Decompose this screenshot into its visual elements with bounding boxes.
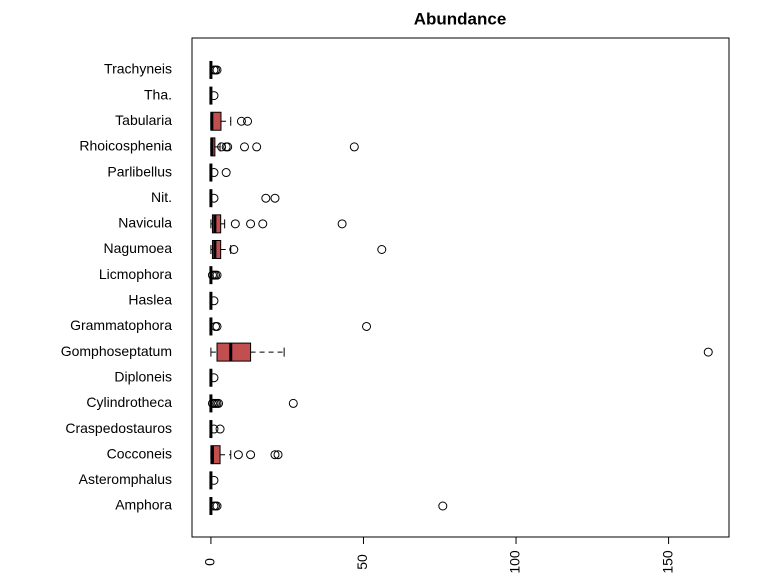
y-tick-label: Nit. (151, 189, 172, 205)
y-tick-label: Licmophora (99, 266, 172, 282)
outlier (246, 219, 256, 229)
outlier (258, 219, 268, 229)
outlier (246, 450, 256, 460)
outlier (209, 91, 219, 101)
x-tick-label: 100 (507, 550, 523, 574)
outlier (212, 321, 222, 331)
outlier (209, 296, 219, 306)
y-tick-label: Rhoicosphenia (79, 138, 172, 154)
outlier (209, 475, 219, 485)
box (211, 214, 222, 234)
outlier (221, 168, 231, 178)
outlier (273, 450, 283, 460)
outlier (261, 193, 271, 203)
y-tick-label: Diploneis (114, 368, 172, 384)
y-tick-label: Amphora (115, 497, 172, 513)
outlier (239, 142, 249, 152)
outlier (212, 65, 222, 75)
outlier (214, 398, 224, 408)
outlier (209, 373, 219, 383)
outlier (212, 270, 222, 280)
plot-frame (191, 37, 730, 538)
y-tick-label: Trachyneis (104, 61, 172, 77)
x-tick-label: 150 (659, 550, 675, 574)
y-tick-label: Nagumoea (104, 240, 173, 256)
outlier (377, 245, 387, 254)
outlier (288, 398, 298, 408)
outlier (209, 168, 219, 178)
x-tick-label: 50 (354, 554, 370, 570)
y-tick-label: Navicula (118, 215, 172, 231)
y-tick-label: Asteromphalus (79, 471, 172, 487)
outlier (337, 219, 347, 229)
outlier (243, 116, 253, 126)
y-tick-label: Grammatophora (70, 317, 172, 333)
outlier (223, 142, 233, 152)
outlier (233, 450, 243, 460)
box (210, 445, 221, 465)
outlier (236, 116, 246, 126)
x-tick-label: 0 (202, 558, 218, 566)
chart-title: Abundance (414, 9, 507, 28)
y-tick-label: Tabularia (115, 112, 172, 128)
y-tick-label: Haslea (128, 292, 172, 308)
outlier (438, 501, 448, 511)
y-tick-label: Cocconeis (107, 445, 172, 461)
outlier (217, 142, 227, 152)
box (216, 342, 252, 362)
y-tick-label: Craspedostauros (65, 420, 172, 436)
outlier (349, 142, 359, 152)
y-tick-label: Gomphoseptatum (61, 343, 172, 359)
outlier (209, 193, 219, 203)
outlier (229, 245, 239, 254)
outlier (212, 501, 222, 511)
outlier (270, 193, 280, 203)
outlier (215, 424, 225, 434)
outlier (209, 424, 219, 434)
outlier (252, 142, 262, 152)
y-tick-label: Tha. (144, 86, 172, 102)
outlier (362, 321, 372, 331)
y-tick-label: Cylindrotheca (86, 394, 172, 410)
outlier (230, 219, 240, 229)
box (211, 240, 222, 259)
y-tick-label: Parlibellus (107, 163, 172, 179)
outlier (703, 347, 713, 357)
outlier (270, 450, 280, 460)
